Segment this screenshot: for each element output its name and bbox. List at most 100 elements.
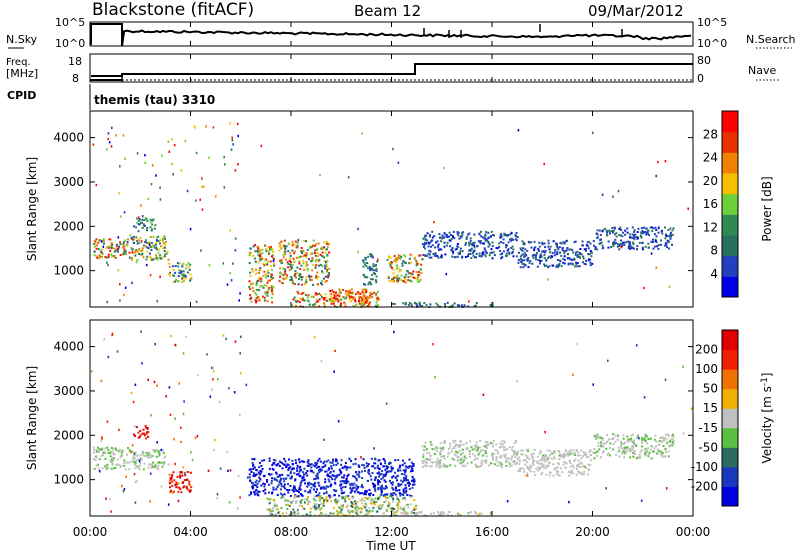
range-cell <box>321 280 323 283</box>
range-cell <box>349 466 352 469</box>
range-cell <box>647 438 650 440</box>
range-cell <box>102 245 105 248</box>
range-cell <box>307 258 310 261</box>
range-cell <box>573 241 576 244</box>
range-cell <box>347 466 350 469</box>
range-cell <box>287 468 290 471</box>
range-cell <box>284 268 287 271</box>
range-cell <box>611 227 614 230</box>
range-cell <box>101 437 103 440</box>
range-cell <box>358 466 361 468</box>
range-cell <box>664 233 667 236</box>
range-cell <box>576 465 578 468</box>
range-cell <box>661 232 664 235</box>
range-cell <box>549 450 552 452</box>
range-cell <box>501 252 503 255</box>
range-cell <box>664 226 666 229</box>
range-cell <box>372 265 375 268</box>
range-cell <box>412 465 415 467</box>
range-cell <box>171 491 174 494</box>
range-cell <box>537 250 540 252</box>
range-cell <box>310 275 313 278</box>
range-cell <box>376 510 379 513</box>
range-cell <box>96 244 98 247</box>
range-cell <box>269 512 272 515</box>
range-cell <box>587 455 590 458</box>
range-cell <box>376 466 379 469</box>
range-cell <box>627 438 630 441</box>
range-cell <box>391 266 393 269</box>
range-cell <box>341 486 344 489</box>
range-cell <box>111 456 114 459</box>
range-cell <box>320 469 323 472</box>
range-cell <box>534 474 537 477</box>
range-cell <box>431 244 434 247</box>
range-cell <box>646 232 648 235</box>
range-cell <box>373 447 375 450</box>
range-cell <box>467 255 469 258</box>
range-cell <box>356 513 359 516</box>
range-cell <box>483 242 485 245</box>
range-cell <box>338 295 341 298</box>
range-cell <box>297 458 300 461</box>
range-cell <box>172 490 175 493</box>
range-cell <box>533 448 536 451</box>
range-cell <box>669 234 671 237</box>
range-cell <box>397 499 400 502</box>
range-cell <box>90 370 93 373</box>
range-cell <box>291 278 293 281</box>
range-cell <box>374 264 377 267</box>
range-cell <box>459 440 462 443</box>
range-cell <box>447 511 450 514</box>
range-cell <box>385 471 388 474</box>
range-cell <box>155 449 158 452</box>
range-cell <box>401 507 404 510</box>
range-cell <box>291 266 294 269</box>
range-cell <box>576 250 579 253</box>
range-cell <box>299 482 302 485</box>
range-cell <box>156 441 158 444</box>
range-cell <box>602 229 605 232</box>
range-cell <box>326 299 329 302</box>
range-cell <box>174 343 177 347</box>
range-cell <box>354 509 357 512</box>
range-cell <box>485 252 488 255</box>
range-cell <box>440 450 443 453</box>
range-cell <box>476 245 479 248</box>
range-cell <box>280 259 283 262</box>
range-cell <box>310 466 313 469</box>
range-cell <box>530 470 532 473</box>
range-cell <box>290 512 293 515</box>
range-cell <box>318 258 321 261</box>
range-cell <box>114 256 117 259</box>
range-cell <box>441 234 444 237</box>
range-cell <box>118 428 120 432</box>
range-cell <box>293 273 296 276</box>
range-cell <box>636 237 639 239</box>
range-cell <box>259 253 262 256</box>
range-cell <box>109 249 112 252</box>
range-cell <box>596 434 598 437</box>
range-cell <box>113 447 116 450</box>
range-cell <box>558 264 560 267</box>
range-cell <box>255 288 258 291</box>
range-cell <box>159 186 161 189</box>
range-cell <box>169 271 172 274</box>
range-cell <box>424 243 427 246</box>
range-cell <box>369 253 372 256</box>
range-cell <box>452 230 455 233</box>
range-cell <box>402 476 405 479</box>
range-cell <box>261 248 264 251</box>
range-cell <box>368 509 371 512</box>
range-cell <box>477 447 479 450</box>
range-cell <box>657 452 659 455</box>
time-tick-label: 00:00 <box>73 525 108 539</box>
range-cell <box>321 255 324 258</box>
range-cell <box>95 183 98 187</box>
range-cell <box>435 462 438 465</box>
range-cell <box>380 506 383 509</box>
range-cell <box>163 235 166 238</box>
range-cell <box>274 505 277 508</box>
range-cell <box>355 512 358 515</box>
